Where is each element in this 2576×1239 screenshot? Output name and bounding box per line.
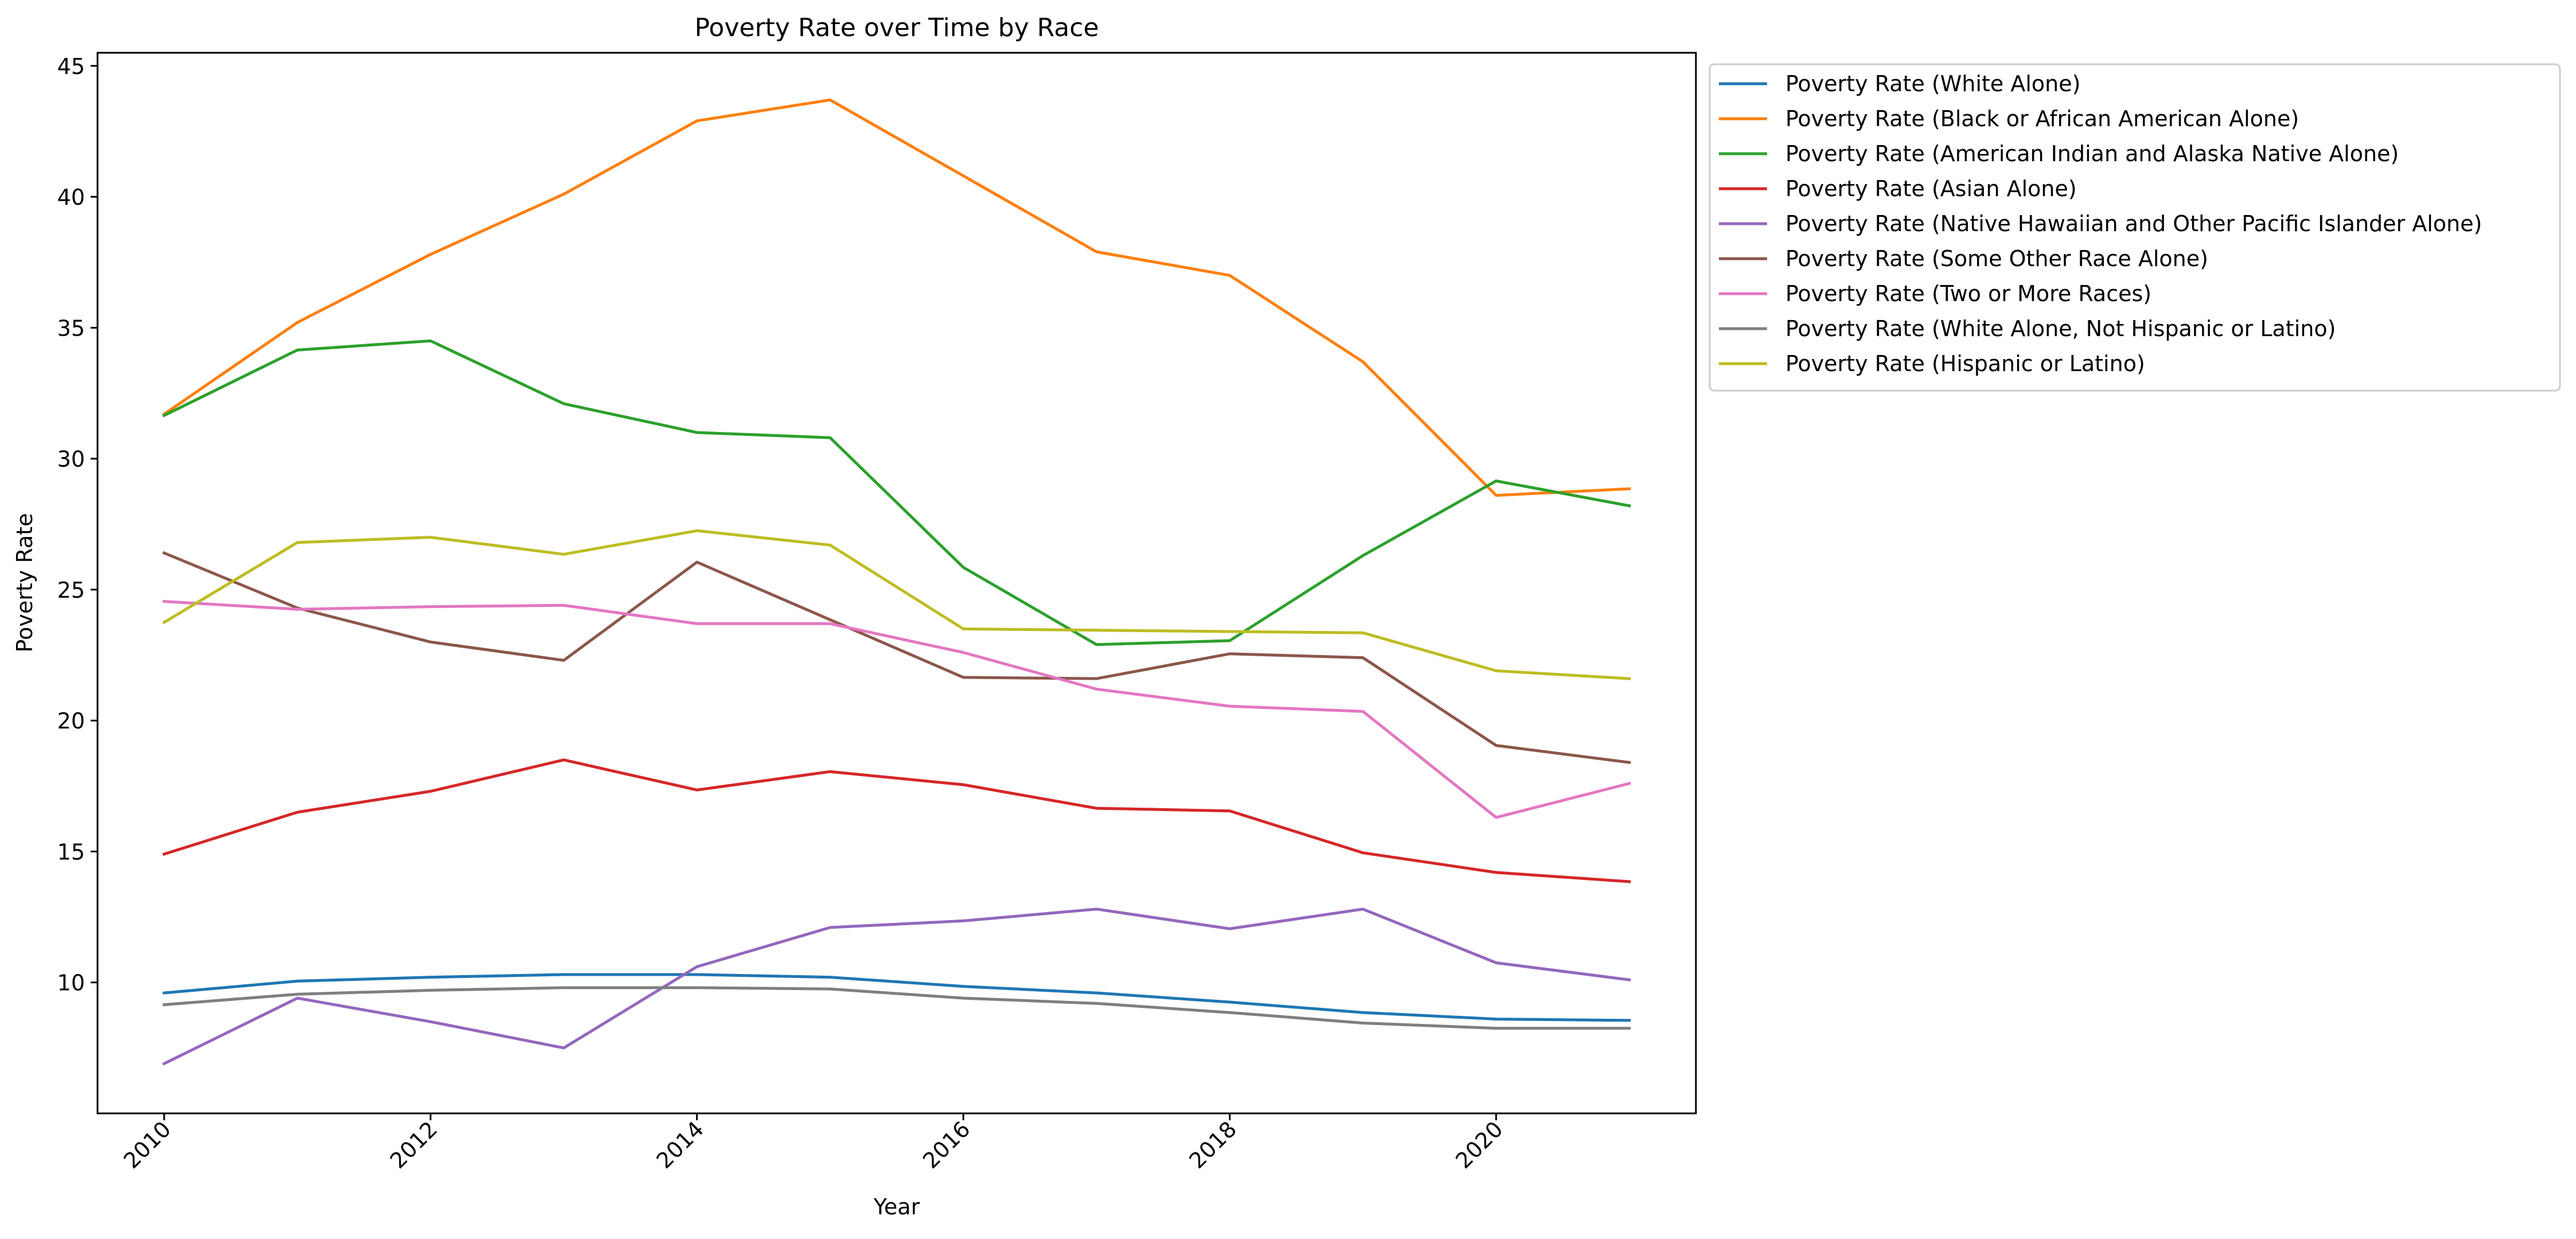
legend-label: Poverty Rate (Black or African American … xyxy=(1785,106,2299,131)
legend-entry: Poverty Rate (White Alone, Not Hispanic … xyxy=(1719,316,2336,341)
series-line-1 xyxy=(162,973,1631,1022)
series-line-7 xyxy=(162,599,1631,819)
series-lines xyxy=(162,98,1631,1066)
series-line-8 xyxy=(162,986,1631,1030)
y-tick-label: 30 xyxy=(57,447,85,472)
legend-label: Poverty Rate (White Alone) xyxy=(1785,71,2080,96)
y-tick-label: 45 xyxy=(57,54,85,79)
legend-label: Poverty Rate (White Alone, Not Hispanic … xyxy=(1785,316,2336,341)
y-tick-label: 15 xyxy=(57,839,85,864)
legend-entry: Poverty Rate (Hispanic or Latino) xyxy=(1719,351,2145,376)
legend-entry: Poverty Rate (Native Hawaiian and Other … xyxy=(1719,211,2482,236)
legend-entry: Poverty Rate (Two or More Races) xyxy=(1719,281,2151,306)
x-axis-label: Year xyxy=(873,1194,920,1219)
series-line-2 xyxy=(162,98,1631,497)
series-line-4 xyxy=(162,758,1631,883)
legend-label: Poverty Rate (Asian Alone) xyxy=(1785,176,2077,201)
legend-entry: Poverty Rate (White Alone) xyxy=(1719,71,2080,96)
y-tick-label: 10 xyxy=(57,971,85,996)
legend-frame xyxy=(1709,63,2561,392)
legend-entry: Poverty Rate (Black or African American … xyxy=(1719,106,2299,131)
chart-title: Poverty Rate over Time by Race xyxy=(695,13,1099,42)
legend-label: Poverty Rate (Hispanic or Latino) xyxy=(1785,351,2145,376)
y-tick-label: 25 xyxy=(57,578,85,603)
legend-label: Poverty Rate (Native Hawaiian and Other … xyxy=(1785,211,2482,236)
legend-entry: Poverty Rate (Asian Alone) xyxy=(1719,176,2077,201)
y-axis: 10 15 20 25 30 35 40 45 xyxy=(57,54,98,996)
legend-entry: Poverty Rate (Some Other Race Alone) xyxy=(1719,246,2208,271)
plot-frame xyxy=(96,52,1697,1115)
legend-label: Poverty Rate (Some Other Race Alone) xyxy=(1785,246,2208,271)
y-axis-label: Poverty Rate xyxy=(12,513,37,653)
y-tick-label: 35 xyxy=(57,315,85,341)
y-tick-label: 40 xyxy=(57,185,85,210)
legend: Poverty Rate (White Alone) Poverty Rate (… xyxy=(1709,63,2561,392)
legend-label: Poverty Rate (Two or More Races) xyxy=(1785,281,2151,306)
series-line-6 xyxy=(162,551,1631,764)
series-line-9 xyxy=(162,529,1631,680)
legend-label: Poverty Rate (American Indian and Alaska… xyxy=(1785,141,2399,166)
legend-entry: Poverty Rate (American Indian and Alaska… xyxy=(1719,141,2399,166)
series-line-5 xyxy=(162,907,1631,1066)
y-tick-label: 20 xyxy=(57,708,85,734)
series-line-3 xyxy=(162,339,1631,646)
